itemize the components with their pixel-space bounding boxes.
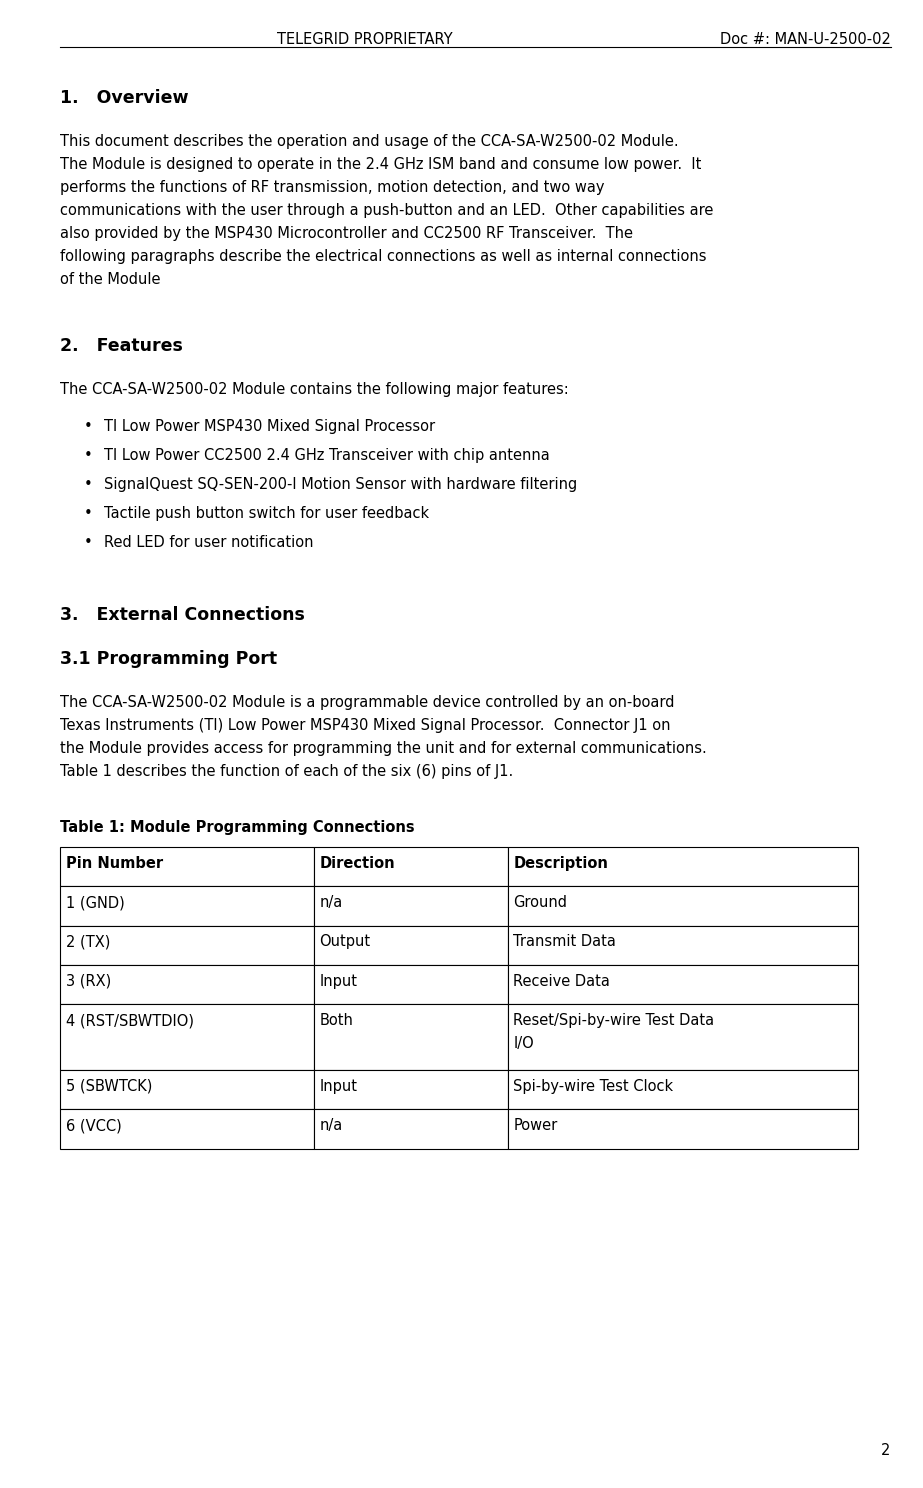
Bar [314, 1070, 508, 1109]
Bar [314, 964, 508, 1004]
Text: The Module is designed to operate in the 2.4 GHz ISM band and consume low power.: The Module is designed to operate in the… [60, 158, 701, 173]
Text: Receive Data: Receive Data [513, 973, 610, 990]
Bar [314, 1109, 508, 1149]
Text: performs the functions of RF transmission, motion detection, and two way: performs the functions of RF transmissio… [60, 180, 605, 195]
Bar [508, 926, 858, 964]
Text: following paragraphs describe the electrical connections as well as internal con: following paragraphs describe the electr… [60, 248, 706, 265]
Text: This document describes the operation and usage of the CCA-SA-W2500-02 Module.: This document describes the operation an… [60, 134, 678, 149]
Text: Transmit Data: Transmit Data [513, 934, 616, 949]
Text: 2.   Features: 2. Features [60, 336, 183, 356]
Bar [508, 964, 858, 1004]
Text: Table 1 describes the function of each of the six (6) pins of J1.: Table 1 describes the function of each o… [60, 763, 513, 780]
Text: Tactile push button switch for user feedback: Tactile push button switch for user feed… [104, 506, 429, 521]
Text: •: • [83, 534, 92, 551]
Text: Table 1: Module Programming Connections: Table 1: Module Programming Connections [60, 820, 414, 835]
Text: 2 (TX): 2 (TX) [66, 934, 110, 949]
Text: SignalQuest SQ-SEN-200-I Motion Sensor with hardware filtering: SignalQuest SQ-SEN-200-I Motion Sensor w… [104, 476, 578, 493]
Text: Red LED for user notification: Red LED for user notification [104, 534, 314, 551]
Bar [508, 1109, 858, 1149]
Text: 1.   Overview: 1. Overview [60, 89, 188, 107]
Text: Texas Instruments (TI) Low Power MSP430 Mixed Signal Processor.  Connector J1 on: Texas Instruments (TI) Low Power MSP430 … [60, 717, 670, 734]
Text: •: • [83, 476, 92, 493]
Bar [60, 1070, 314, 1109]
Text: the Module provides access for programming the unit and for external communicati: the Module provides access for programmi… [60, 741, 707, 756]
Text: 6 (VCC): 6 (VCC) [66, 1117, 121, 1134]
Text: The CCA-SA-W2500-02 Module is a programmable device controlled by an on-board: The CCA-SA-W2500-02 Module is a programm… [60, 695, 675, 710]
Text: Description: Description [513, 856, 608, 870]
Text: Doc #: MAN-U-2500-02: Doc #: MAN-U-2500-02 [720, 31, 891, 48]
Bar [314, 885, 508, 926]
Text: 3.1 Programming Port: 3.1 Programming Port [60, 650, 277, 668]
Text: TI Low Power CC2500 2.4 GHz Transceiver with chip antenna: TI Low Power CC2500 2.4 GHz Transceiver … [104, 448, 550, 463]
Bar [314, 926, 508, 964]
Bar [508, 1070, 858, 1109]
Text: Output: Output [319, 934, 370, 949]
Text: TELEGRID PROPRIETARY: TELEGRID PROPRIETARY [277, 31, 452, 48]
Text: Reset/Spi-by-wire Test Data: Reset/Spi-by-wire Test Data [513, 1013, 714, 1028]
Text: n/a: n/a [319, 894, 342, 911]
Bar [314, 1004, 508, 1070]
Text: 3 (RX): 3 (RX) [66, 973, 111, 990]
Text: Pin Number: Pin Number [66, 856, 162, 870]
Text: 1 (GND): 1 (GND) [66, 894, 125, 911]
Bar [60, 885, 314, 926]
Text: •: • [83, 448, 92, 463]
Text: Direction: Direction [319, 856, 395, 870]
Text: The CCA-SA-W2500-02 Module contains the following major features:: The CCA-SA-W2500-02 Module contains the … [60, 381, 569, 397]
Bar [60, 926, 314, 964]
Text: Both: Both [319, 1013, 354, 1028]
Text: also provided by the MSP430 Microcontroller and CC2500 RF Transceiver.  The: also provided by the MSP430 Microcontrol… [60, 226, 633, 241]
Bar [60, 1004, 314, 1070]
Text: Ground: Ground [513, 894, 568, 911]
Text: Input: Input [319, 1079, 357, 1094]
Text: Spi-by-wire Test Clock: Spi-by-wire Test Clock [513, 1079, 673, 1094]
Text: I/O: I/O [513, 1036, 533, 1052]
Text: •: • [83, 418, 92, 434]
Text: communications with the user through a push-button and an LED.  Other capabiliti: communications with the user through a p… [60, 202, 713, 219]
Text: n/a: n/a [319, 1117, 342, 1134]
Bar [60, 1109, 314, 1149]
Text: 3.   External Connections: 3. External Connections [60, 606, 305, 623]
Bar [60, 964, 314, 1004]
Text: of the Module: of the Module [60, 272, 161, 287]
Text: Input: Input [319, 973, 357, 990]
Text: 2: 2 [881, 1443, 891, 1458]
Text: Power: Power [513, 1117, 557, 1134]
Text: 5 (SBWTCK): 5 (SBWTCK) [66, 1079, 152, 1094]
Bar [314, 847, 508, 885]
Bar [508, 1004, 858, 1070]
Text: •: • [83, 506, 92, 521]
Text: TI Low Power MSP430 Mixed Signal Processor: TI Low Power MSP430 Mixed Signal Process… [104, 418, 436, 434]
Bar [60, 847, 314, 885]
Text: 4 (RST/SBWTDIO): 4 (RST/SBWTDIO) [66, 1013, 194, 1028]
Bar [508, 847, 858, 885]
Bar [508, 885, 858, 926]
